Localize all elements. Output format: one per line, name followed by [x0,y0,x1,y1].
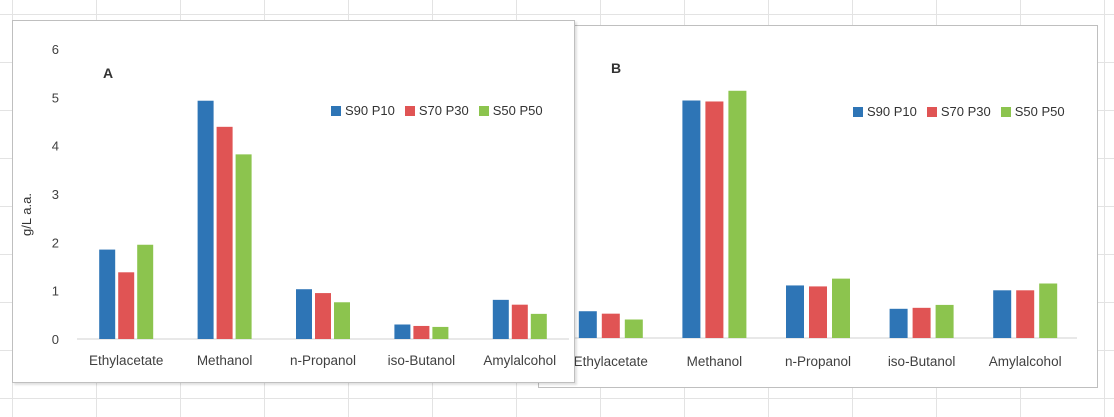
category-label: Amylalcohol [989,354,1062,369]
legend-item: S50 P50 [1000,104,1065,119]
legend-item: S90 P10 [331,103,395,118]
bar [889,308,908,338]
legend-label: S70 P30 [940,104,991,119]
legend-b: S90 P10 S70 P30 S50 P50 [853,104,1075,119]
bar [296,289,312,339]
bar [624,319,643,338]
category-label: iso-Butanol [388,353,456,368]
category-label: Ethylacetate [89,353,163,368]
legend-item: S70 P30 [926,104,991,119]
legend-swatch [926,106,937,117]
bar [511,304,528,339]
legend-item: S70 P30 [404,103,469,118]
bar [413,325,430,339]
bar [809,286,827,338]
legend-a: S90 P10 S70 P30 S50 P50 [331,103,553,118]
legend-label: S70 P30 [418,103,469,118]
legend-label: S90 P10 [867,104,917,119]
bar [578,311,597,338]
bar [786,285,804,338]
legend-swatch [853,106,863,117]
bar [235,154,252,339]
bar [832,278,850,338]
bar [492,299,509,339]
plot-area-b: Ethylacetate Methanol n-Propanol iso-Butano… [559,90,1077,369]
legend-label: S90 P10 [345,103,395,118]
bar [530,313,547,339]
legend-label: S50 P50 [1014,104,1065,119]
chart-panel-b[interactable]: B S90 P10 S70 P30 S50 P50 Ethylacetate Me… [538,25,1098,388]
category-label: Methanol [197,353,253,368]
bar [394,324,411,339]
bar [728,90,747,338]
y-tick-label: 2 [52,235,59,250]
bar [99,249,116,339]
legend-label: S50 P50 [492,103,543,118]
category-label: Amylalcohol [483,353,556,368]
bar [705,101,724,338]
legend-item: S90 P10 [853,104,917,119]
plot-area-a: 0 1 2 3 4 5 6 Ethylacetate Methanol n-Propanol iso… [52,42,569,368]
legend-swatch [478,105,489,116]
bar [118,272,135,339]
bar [432,326,449,339]
legend-swatch [404,105,415,116]
panel-label-b: B [611,60,622,76]
category-label: Methanol [687,354,743,369]
y-tick-label: 5 [52,90,59,105]
category-label: n-Propanol [290,353,356,368]
panel-label-a: A [103,65,114,81]
legend-swatch [1000,106,1011,117]
bar [1039,283,1058,338]
category-label: n-Propanol [785,354,851,369]
legend-swatch [331,105,341,116]
bar [216,126,233,339]
bar [1016,290,1035,338]
bar [993,290,1012,338]
legend-item: S50 P50 [478,103,543,118]
y-tick-label: 0 [52,332,59,347]
y-tick-label: 1 [52,284,59,299]
category-label: iso-Butanol [888,354,956,369]
bar [682,100,701,338]
y-tick-label: 6 [52,42,59,57]
bar [137,244,154,339]
y-tick-label: 4 [52,139,59,154]
y-tick-label: 3 [52,187,59,202]
bar [334,302,350,339]
bar [601,313,620,338]
bar [912,307,931,338]
category-label: Ethylacetate [574,354,648,369]
bar [197,100,214,339]
bar [935,304,954,338]
bar [315,293,331,339]
